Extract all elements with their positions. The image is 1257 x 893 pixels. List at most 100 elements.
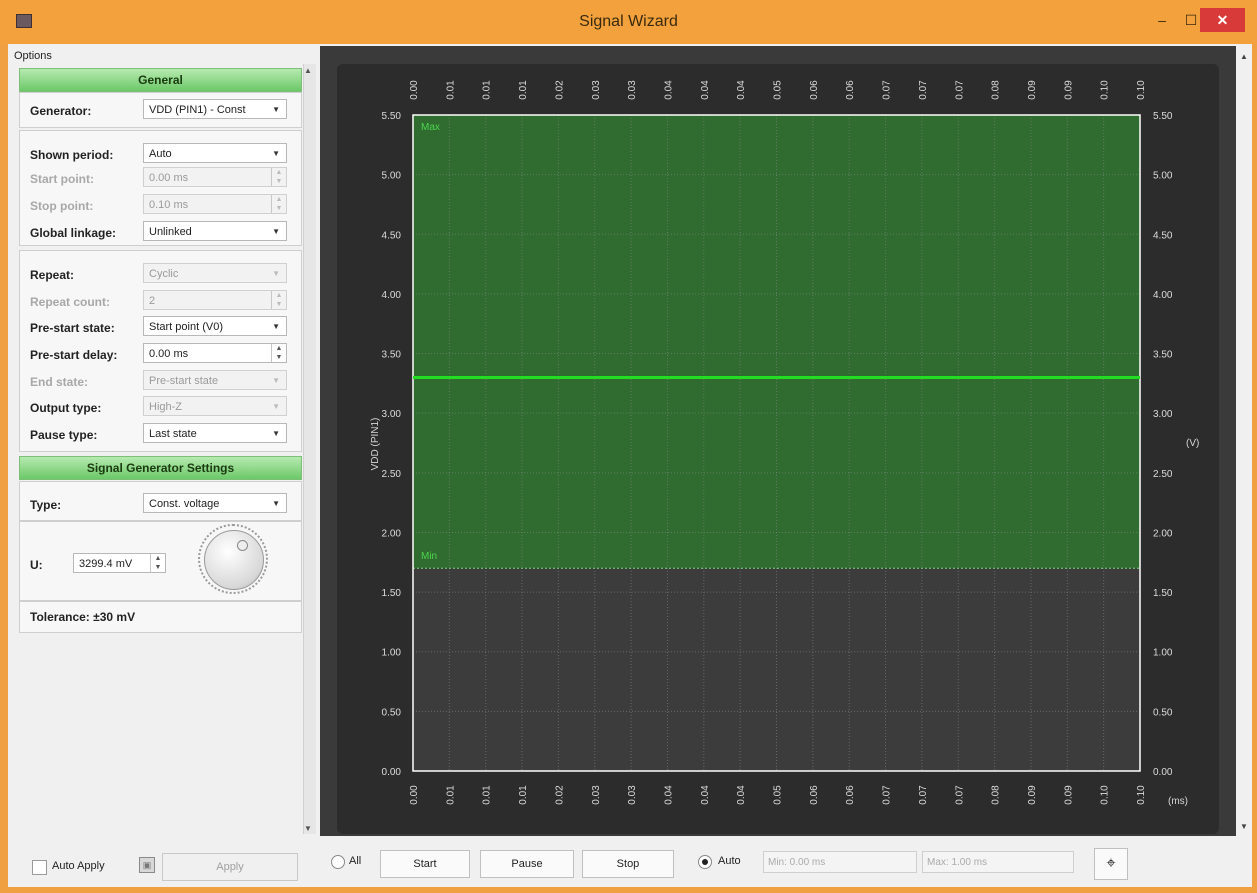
y-tick-label-left: 1.00	[382, 648, 402, 659]
prestart-state-select[interactable]: Start point (V0) ▼	[143, 316, 287, 336]
y-tick-label-left: 5.00	[382, 171, 402, 182]
auto-label: Auto	[718, 855, 741, 867]
start-button[interactable]: Start	[380, 850, 470, 878]
end-state-label: End state:	[30, 375, 89, 389]
x-tick-label-bottom: 0.05	[773, 785, 784, 805]
shown-period-label: Shown period:	[30, 148, 114, 162]
auto-apply-checkbox[interactable]	[32, 860, 47, 875]
app-icon	[16, 14, 32, 28]
plot-scrollbar[interactable]	[1236, 46, 1252, 836]
u-value: 3299.4 mV	[79, 558, 133, 570]
type-select[interactable]: Const. voltage ▼	[143, 493, 287, 513]
apply-button[interactable]: Apply	[162, 853, 298, 881]
prestart-delay-input[interactable]: 0.00 ms ▲ ▼	[143, 343, 287, 363]
stop-point-value: 0.10 ms	[149, 199, 189, 211]
chevron-down-icon: ▼	[272, 376, 280, 385]
y-tick-label-right: 3.50	[1153, 350, 1173, 361]
minimize-button[interactable]: –	[1158, 12, 1166, 28]
stop-button[interactable]: Stop	[582, 850, 674, 878]
x-tick-label-top: 0.10	[1100, 80, 1111, 100]
x-tick-label-top: 0.09	[1027, 80, 1038, 100]
signal-generator-header: Signal Generator Settings	[19, 456, 302, 480]
chevron-down-icon: ▼	[272, 499, 280, 508]
prestart-state-value: Start point (V0)	[149, 321, 223, 333]
prestart-state-label: Pre-start state:	[30, 321, 115, 335]
x-tick-label-top: 0.01	[482, 80, 493, 100]
chevron-down-icon: ▼	[272, 105, 280, 114]
start-point-label: Start point:	[30, 172, 94, 186]
x-tick-label-top: 0.00	[409, 80, 420, 100]
x-tick-label-top: 0.06	[809, 80, 820, 100]
pause-button[interactable]: Pause	[480, 850, 574, 878]
min-input[interactable]: Min: 0.00 ms	[763, 851, 917, 873]
global-linkage-select[interactable]: Unlinked ▼	[143, 221, 287, 241]
x-tick-label-top: 0.04	[663, 80, 674, 100]
output-type-select[interactable]: High-Z ▼	[143, 396, 287, 416]
u-input[interactable]: 3299.4 mV ▲ ▼	[73, 553, 166, 573]
y-tick-label-right: 2.00	[1153, 528, 1173, 539]
y-tick-label-left: 3.00	[382, 409, 402, 420]
x-tick-label-bottom: 0.02	[554, 785, 565, 805]
target-icon[interactable]: ⌖	[1094, 848, 1128, 880]
all-label: All	[349, 855, 362, 867]
x-tick-label-top: 0.02	[554, 80, 565, 100]
x-tick-label-bottom: 0.04	[700, 785, 711, 805]
x-tick-label-bottom: 0.01	[482, 785, 493, 805]
max-label: Max	[421, 122, 440, 133]
y-tick-label-left: 3.50	[382, 350, 402, 361]
generator-select[interactable]: VDD (PIN1) - Const ▼	[143, 99, 287, 119]
repeat-count-input[interactable]: 2 ▲ ▼	[143, 290, 287, 310]
maximize-button[interactable]: ☐	[1184, 12, 1198, 28]
stop-point-input[interactable]: 0.10 ms ▲ ▼	[143, 194, 287, 214]
y-tick-label-left: 4.50	[382, 230, 402, 241]
radio-selected-icon	[702, 859, 708, 865]
x-tick-label-top: 0.06	[845, 80, 856, 100]
y-tick-label-left: 1.50	[382, 588, 402, 599]
y-tick-label-left: 5.50	[382, 111, 402, 122]
y-tick-label-left: 4.00	[382, 290, 402, 301]
x-tick-label-top: 0.03	[591, 80, 602, 100]
y-tick-label-right: 4.00	[1153, 290, 1173, 301]
end-state-select[interactable]: Pre-start state ▼	[143, 370, 287, 390]
save-icon[interactable]: ▣	[139, 857, 155, 873]
x-tick-label-bottom: 0.06	[845, 785, 856, 805]
window-title: Signal Wizard	[579, 13, 678, 30]
scroll-down-icon[interactable]: ▼	[304, 824, 312, 833]
y-tick-label-left: 0.00	[382, 767, 402, 778]
x-tick-label-bottom: 0.07	[882, 785, 893, 805]
repeat-select[interactable]: Cyclic ▼	[143, 263, 287, 283]
scroll-up-icon[interactable]: ▲	[304, 66, 312, 75]
tolerance-band	[413, 115, 1140, 569]
all-radio[interactable]	[331, 855, 345, 869]
x-tick-label-top: 0.01	[445, 80, 456, 100]
start-point-value: 0.00 ms	[149, 172, 189, 184]
x-tick-label-top: 0.04	[736, 80, 747, 100]
options-label: Options	[14, 50, 52, 62]
x-tick-label-top: 0.07	[882, 80, 893, 100]
start-point-input[interactable]: 0.00 ms ▲ ▼	[143, 167, 287, 187]
global-linkage-value: Unlinked	[149, 226, 192, 238]
generator-value: VDD (PIN1) - Const	[149, 104, 246, 116]
y-tick-label-right: 4.50	[1153, 230, 1173, 241]
voltage-knob[interactable]	[204, 530, 264, 590]
scroll-down-icon[interactable]: ▼	[1240, 822, 1248, 831]
scroll-up-icon[interactable]: ▲	[1240, 52, 1248, 61]
options-scrollbar[interactable]	[303, 64, 316, 834]
x-tick-label-bottom: 0.09	[1063, 785, 1074, 805]
max-input[interactable]: Max: 1.00 ms	[922, 851, 1074, 873]
y-tick-label-right: 2.50	[1153, 469, 1173, 480]
x-tick-label-bottom: 0.09	[1027, 785, 1038, 805]
close-button[interactable]: ✕	[1200, 8, 1245, 32]
generator-label: Generator:	[30, 104, 92, 118]
shown-period-select[interactable]: Auto ▼	[143, 143, 287, 163]
chevron-down-icon: ▼	[272, 227, 280, 236]
shown-period-value: Auto	[149, 148, 172, 160]
pause-type-select[interactable]: Last state ▼	[143, 423, 287, 443]
x-tick-label-bottom: 0.07	[954, 785, 965, 805]
auto-apply-label: Auto Apply	[52, 860, 105, 872]
x-tick-label-bottom: 0.06	[809, 785, 820, 805]
x-tick-label-bottom: 0.04	[663, 785, 674, 805]
y-tick-label-right: 5.50	[1153, 111, 1173, 122]
stepper-icon: ▲ ▼	[271, 344, 286, 362]
